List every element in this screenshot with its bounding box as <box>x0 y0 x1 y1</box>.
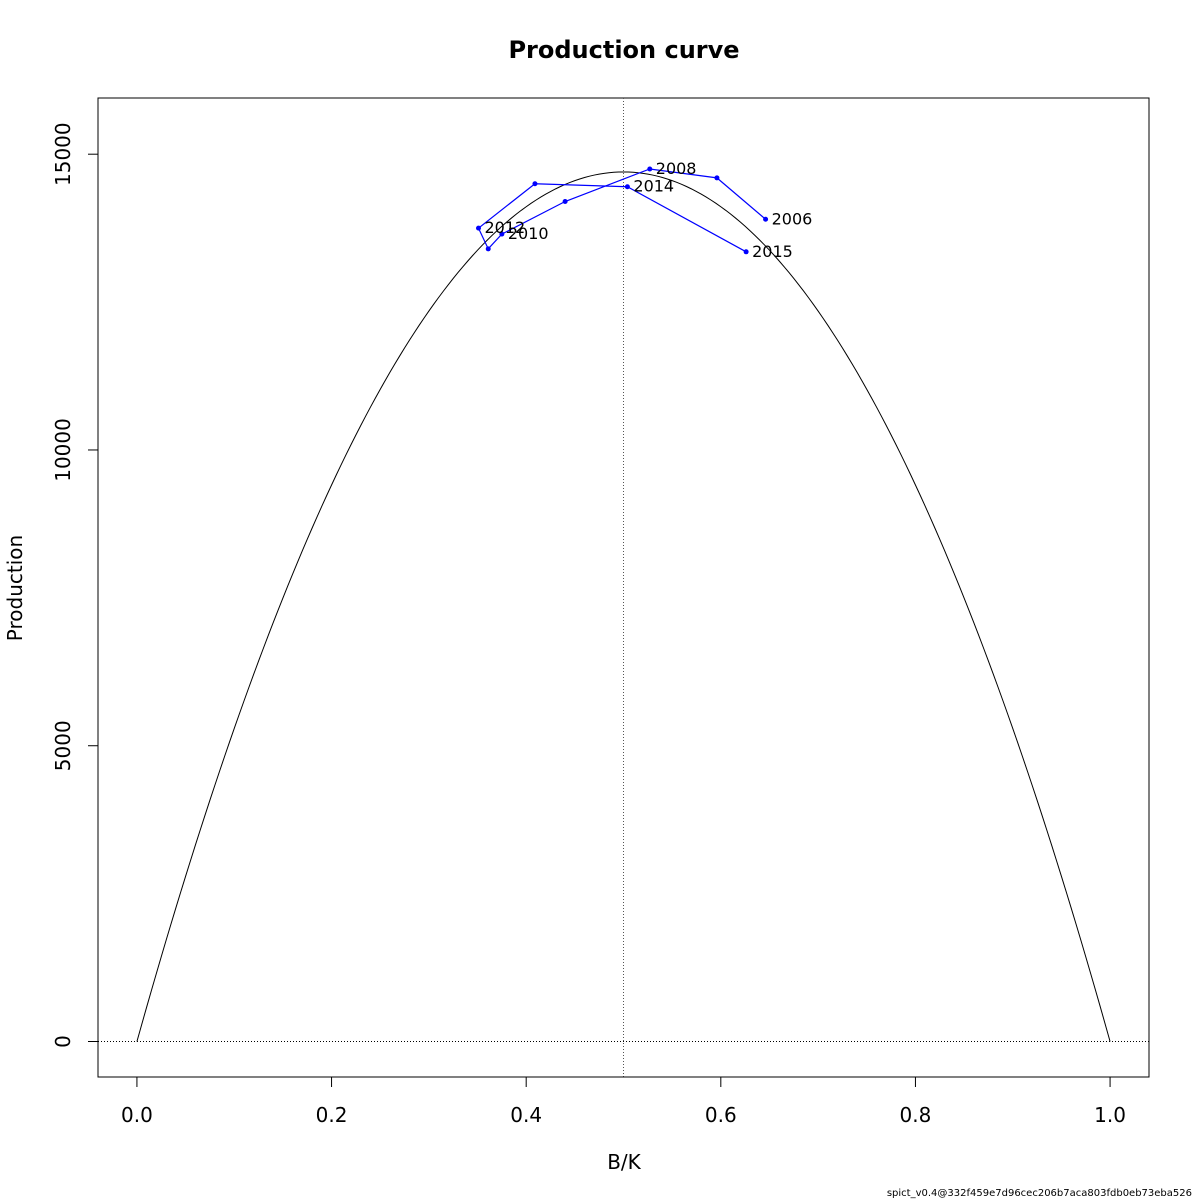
trajectory-point <box>714 175 720 181</box>
trajectory-line <box>477 168 766 253</box>
trajectory-point <box>647 166 653 172</box>
y-tick-label: 15000 <box>51 122 75 186</box>
point-label: 2012 <box>485 218 526 237</box>
point-label: 2014 <box>633 177 674 196</box>
y-tick-label: 0 <box>51 1035 75 1048</box>
trajectory-point <box>624 184 630 190</box>
x-tick-label: 0.2 <box>316 1103 348 1127</box>
point-label: 2006 <box>772 209 813 228</box>
trajectory-point <box>562 199 568 205</box>
y-tick-label: 5000 <box>51 720 75 771</box>
production-curve <box>136 171 1111 1042</box>
x-axis: 0.0 0.2 0.4 0.6 0.8 1.0 <box>121 1076 1126 1127</box>
trajectory-point <box>485 246 491 252</box>
trajectory-point <box>476 225 482 231</box>
point-label: 2008 <box>656 159 697 178</box>
production-curve-line <box>136 171 1111 1042</box>
point-label: 2010 <box>508 224 549 243</box>
trajectory-point <box>499 231 505 237</box>
y-axis: 0 5000 10000 15000 <box>51 122 99 1048</box>
trajectory-point <box>743 249 749 255</box>
x-tick-label: 0.0 <box>121 1103 153 1127</box>
trajectory-point <box>763 216 769 222</box>
x-tick-label: 0.6 <box>705 1103 737 1127</box>
y-axis-label: Production <box>3 535 27 641</box>
x-tick-label: 0.4 <box>510 1103 542 1127</box>
y-tick-label: 10000 <box>51 418 75 482</box>
x-tick-label: 0.8 <box>900 1103 932 1127</box>
reference-lines <box>98 98 1149 1077</box>
point-label: 2015 <box>752 242 793 261</box>
version-footer: spict_v0.4@332f459e7d96cec206b7aca803fdb… <box>887 1188 1192 1199</box>
x-tick-label: 1.0 <box>1094 1103 1126 1127</box>
trajectory-point <box>532 181 538 187</box>
x-axis-label: B/K <box>607 1150 641 1174</box>
chart-title: Production curve <box>508 36 739 64</box>
